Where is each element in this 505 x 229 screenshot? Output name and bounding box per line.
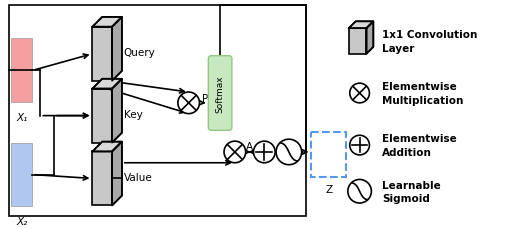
Polygon shape (92, 79, 122, 89)
Text: Elementwise
Multiplication: Elementwise Multiplication (381, 82, 463, 105)
Polygon shape (112, 18, 122, 81)
Text: 1x1 Convolution
Layer: 1x1 Convolution Layer (381, 30, 477, 53)
FancyBboxPatch shape (208, 56, 231, 131)
Text: A: A (245, 142, 252, 151)
Text: Key: Key (124, 109, 142, 119)
Polygon shape (348, 22, 373, 29)
Circle shape (349, 84, 369, 103)
Text: Softmax: Softmax (215, 75, 224, 112)
Circle shape (253, 142, 275, 163)
Circle shape (349, 136, 369, 155)
Text: Z: Z (324, 185, 332, 194)
Bar (92, 89, 112, 143)
Bar (348, 29, 366, 55)
Bar (9, 5, 305, 216)
Text: Value: Value (124, 172, 153, 182)
Polygon shape (112, 79, 122, 143)
Bar (11, 143, 32, 207)
Text: Query: Query (124, 48, 156, 57)
Text: Learnable
Sigmoid: Learnable Sigmoid (381, 180, 440, 203)
Text: X₂: X₂ (16, 216, 27, 226)
Text: P: P (202, 93, 208, 104)
Polygon shape (112, 142, 122, 206)
Bar (11, 39, 32, 103)
Text: X₁: X₁ (16, 113, 27, 123)
Polygon shape (92, 18, 122, 27)
Bar (92, 27, 112, 81)
Circle shape (224, 142, 245, 163)
Bar (311, 133, 345, 177)
Circle shape (178, 93, 199, 114)
Polygon shape (92, 142, 122, 152)
Bar (92, 152, 112, 206)
Text: Elementwise
Addition: Elementwise Addition (381, 134, 456, 157)
Polygon shape (366, 22, 373, 55)
Circle shape (276, 139, 301, 165)
Circle shape (347, 180, 371, 203)
